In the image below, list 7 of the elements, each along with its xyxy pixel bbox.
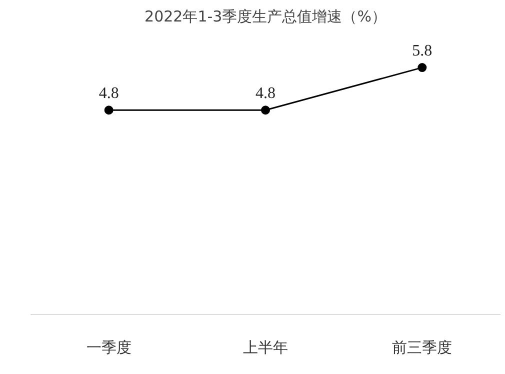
chart-title: 2022年1-3季度生产总值增速（%） xyxy=(144,8,386,26)
x-tick-label: 前三季度 xyxy=(392,338,452,356)
x-tick-label: 上半年 xyxy=(243,338,288,356)
data-label: 5.8 xyxy=(412,42,432,60)
data-label: 4.8 xyxy=(98,85,119,102)
data-label: 4.8 xyxy=(256,85,276,102)
x-tick-label: 一季度 xyxy=(86,338,132,356)
